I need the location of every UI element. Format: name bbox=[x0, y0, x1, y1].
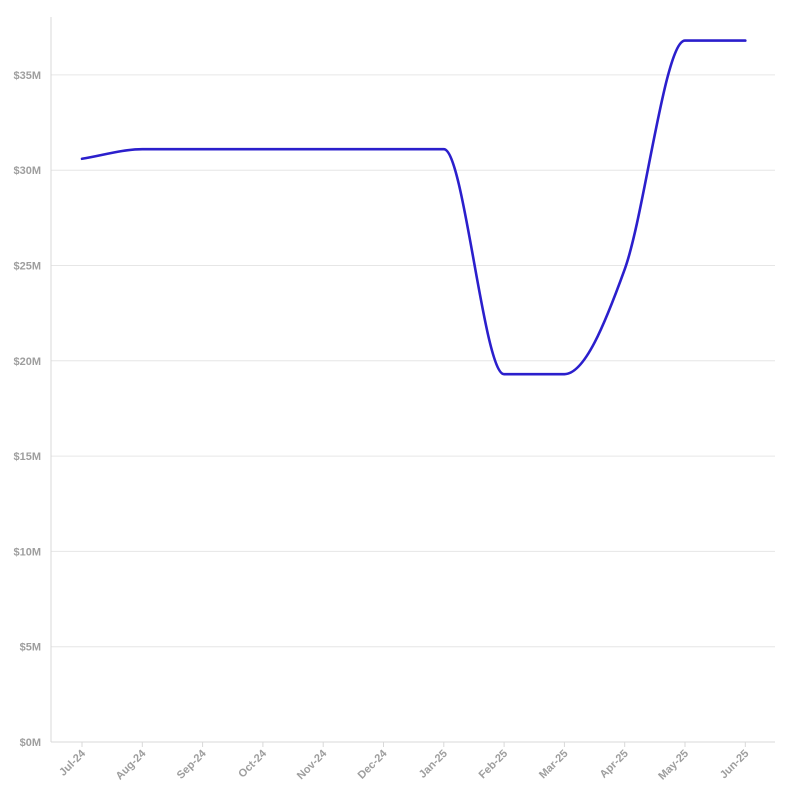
series-line bbox=[80, 39, 747, 376]
x-tick-label: Jul-24 bbox=[57, 747, 89, 779]
y-tick-label: $5M bbox=[20, 642, 41, 654]
x-tick-label: Jun-25 bbox=[718, 748, 752, 782]
x-tick-label: Jan-25 bbox=[417, 748, 450, 781]
y-tick-label: $20M bbox=[13, 356, 41, 368]
x-tick-label: Aug-24 bbox=[114, 747, 149, 782]
y-tick-label: $30M bbox=[13, 165, 41, 177]
y-tick-label: $0M bbox=[20, 737, 41, 749]
series-layer bbox=[80, 39, 747, 376]
x-tick-labels: Jul-24 Aug-24 Sep-24 Oct-24 Nov-24 Dec-24 Jan-… bbox=[57, 742, 751, 782]
x-tick-label: Sep-24 bbox=[175, 747, 210, 782]
axis-layer bbox=[50, 17, 775, 743]
y-tick-label: $15M bbox=[13, 451, 41, 463]
x-tick-label: Nov-24 bbox=[295, 747, 330, 782]
x-tick-label: Feb-25 bbox=[477, 748, 511, 782]
x-tick-label: Mar-25 bbox=[537, 748, 571, 782]
x-tick-label: Apr-25 bbox=[598, 748, 631, 781]
x-tick-label: Oct-24 bbox=[236, 747, 269, 780]
y-tick-labels: $0M $5M $10M $15M $20M $25M $30M $35M bbox=[13, 70, 41, 749]
y-tick-label: $25M bbox=[13, 261, 41, 273]
x-tick-label: Dec-24 bbox=[356, 747, 391, 782]
grid-layer bbox=[51, 74, 775, 648]
y-tick-label: $10M bbox=[13, 546, 41, 558]
y-tick-label: $35M bbox=[13, 70, 41, 82]
x-tick-label: May-25 bbox=[656, 748, 691, 783]
